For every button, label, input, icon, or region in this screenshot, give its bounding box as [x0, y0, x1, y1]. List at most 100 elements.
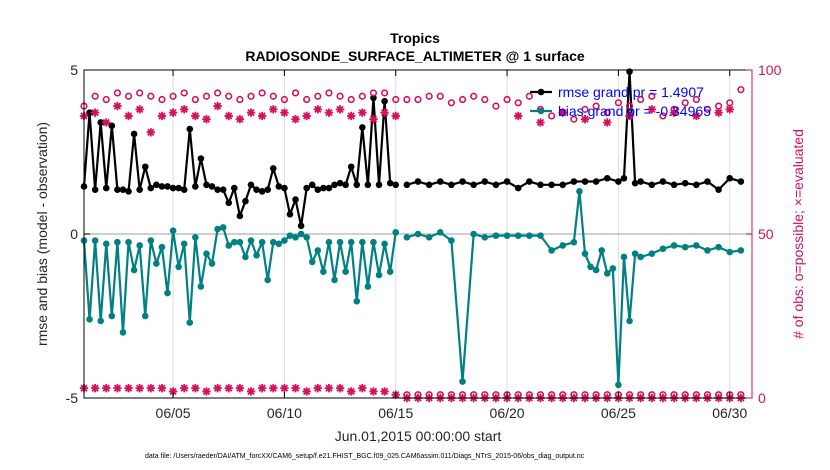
series-1-point-22 — [631, 179, 639, 187]
series-1-point-27 — [681, 179, 689, 187]
series-7-marker-15 — [246, 387, 256, 396]
series-0-point-19 — [186, 125, 194, 133]
series-0-point-1 — [86, 109, 93, 116]
series-2-point-18 — [180, 240, 188, 248]
series-0-point-28 — [236, 212, 244, 220]
x-tick-label-1: 06/10 — [267, 405, 302, 421]
y-right-tick-label-2: 100 — [758, 62, 782, 78]
series-3-point-13 — [548, 247, 555, 254]
series-0-point-37 — [286, 211, 294, 218]
y-tick-label-1: 0 — [70, 226, 78, 242]
chart-subtitle: RADIOSONDE_SURFACE_ALTIMETER @ 1 surface — [245, 48, 585, 64]
series-5-marker-22 — [324, 108, 334, 117]
series-5-marker-31 — [558, 108, 567, 117]
series-0-point-54 — [381, 97, 388, 105]
series-4-marker-54 — [681, 99, 689, 107]
series-4-marker-30 — [414, 95, 422, 104]
series-0-point-51 — [364, 181, 372, 189]
series-2-point-54 — [381, 240, 388, 248]
series-3-point-27 — [637, 253, 644, 261]
y-axis-ticks: -5 0 5 — [66, 62, 90, 406]
series-4-marker-23 — [336, 92, 344, 100]
series-1-point-29 — [704, 178, 711, 185]
series-3-point-5 — [459, 378, 466, 385]
series-3-point-17 — [581, 250, 589, 257]
series-5-marker-10 — [191, 111, 200, 121]
series-0-point-14 — [158, 183, 166, 190]
series-0-point-18 — [180, 186, 188, 194]
series-3-point-35 — [726, 248, 734, 256]
series-1-point-12 — [537, 181, 544, 189]
series-5-marker-21 — [313, 105, 322, 114]
series-3-point-10 — [514, 232, 522, 239]
series-2-point-51 — [364, 283, 372, 290]
series-2-point-32 — [258, 238, 266, 246]
series-4-marker-22 — [325, 89, 333, 97]
series-2-point-31 — [253, 252, 260, 259]
series-3-point-22 — [609, 265, 617, 272]
series-2-point-48 — [347, 238, 355, 246]
series-1-point-13 — [548, 181, 555, 189]
series-3-point-24 — [620, 253, 628, 261]
series-5-marker-2 — [102, 118, 111, 127]
series-3-point-16 — [576, 188, 583, 195]
series-0-point-11 — [141, 163, 149, 171]
series-7-marker-19 — [291, 383, 300, 393]
series-5-marker-36 — [669, 108, 679, 117]
series-layer — [79, 68, 746, 403]
series-0-point-6 — [114, 186, 121, 194]
series-4 — [80, 86, 745, 123]
series-0-point-22 — [203, 181, 210, 189]
series-0-point-40 — [303, 184, 310, 192]
series-3-point-36 — [737, 247, 745, 254]
series-5-marker-16 — [257, 111, 267, 121]
series-3-point-11 — [526, 232, 533, 239]
series-2-point-52 — [370, 238, 377, 246]
series-5-marker-30 — [536, 118, 545, 127]
series-0-point-36 — [281, 184, 288, 192]
series-5-marker-19 — [291, 115, 300, 124]
series-2-point-46 — [336, 238, 344, 246]
series-0-point-7 — [119, 186, 127, 194]
series-2-point-45 — [331, 276, 338, 284]
series-2-point-34 — [269, 238, 277, 246]
series-2-point-20 — [192, 233, 199, 241]
series-4-marker-59 — [737, 86, 745, 94]
series-0-point-46 — [336, 179, 344, 187]
x-tick-label-4: 06/25 — [601, 405, 636, 421]
series-1-point-16 — [581, 178, 589, 185]
series-5-marker-3 — [113, 101, 122, 111]
series-7-marker-26 — [369, 387, 378, 396]
y-axis-right-label: # of obs: o=possible; ×=evaluated — [790, 129, 806, 339]
series-0-point-47 — [342, 181, 349, 189]
series-3-point-12 — [537, 232, 544, 239]
series-0-point-33 — [264, 186, 272, 194]
series-0-point-21 — [197, 155, 205, 162]
series-2-point-9 — [130, 266, 138, 274]
series-0-point-31 — [253, 186, 260, 194]
series-7-marker-4 — [124, 383, 133, 393]
series-5-marker-1 — [90, 108, 100, 117]
series-0-point-50 — [359, 124, 366, 131]
series-4-marker-25 — [358, 92, 366, 100]
series-5-marker-26 — [369, 115, 378, 124]
series-3-point-23 — [615, 381, 622, 389]
series-5-marker-27 — [380, 108, 389, 117]
series-3-point-25 — [626, 317, 633, 325]
series-0-point-42 — [314, 186, 322, 194]
series-2-point-12 — [147, 237, 155, 244]
series-0 — [80, 94, 400, 230]
series-4-marker-3 — [113, 89, 121, 97]
series-1-point-28 — [693, 181, 700, 189]
y-tick-label-2: 5 — [70, 62, 78, 78]
series-0-point-20 — [192, 183, 199, 190]
series-5-marker-29 — [514, 111, 523, 121]
series-5-marker-34 — [625, 111, 634, 121]
series-2-point-37 — [286, 232, 294, 239]
series-3-point-4 — [448, 237, 455, 244]
x-tick-label-5: 06/30 — [712, 405, 747, 421]
series-4-marker-40 — [525, 92, 533, 100]
x-axis-label: Jun.01,2015 00:00:00 start — [335, 428, 502, 444]
series-4-marker-16 — [258, 89, 266, 97]
series-7-marker-25 — [358, 383, 367, 393]
